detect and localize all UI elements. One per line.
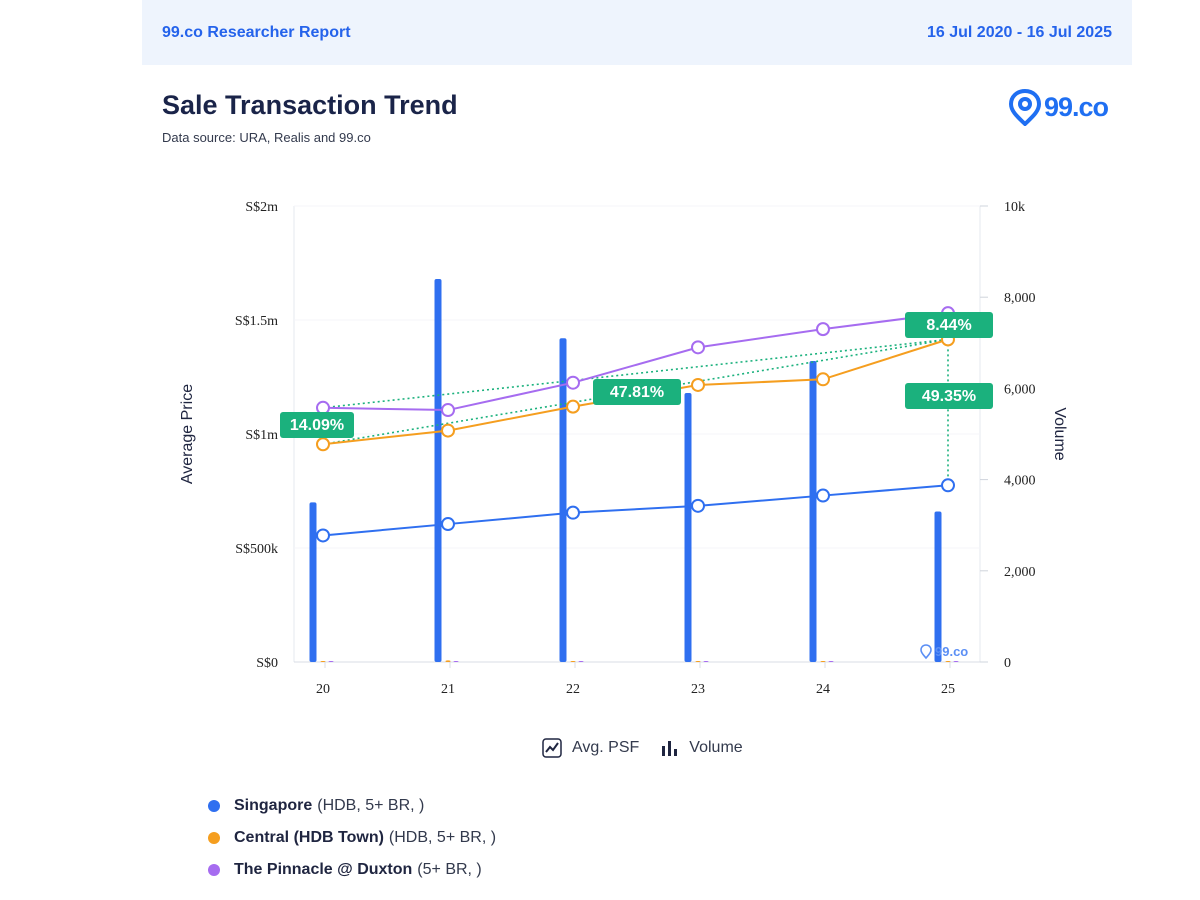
- data-source: Data source: URA, Realis and 99.co: [162, 130, 371, 145]
- percent-badge-label: 47.81%: [610, 384, 664, 401]
- series-detail: (5+ BR, ): [417, 861, 482, 878]
- report-label: 99.co Researcher Report: [162, 23, 351, 41]
- x-tick-label: 25: [941, 682, 955, 697]
- volume-bar: [695, 661, 701, 662]
- y2-tick-label: 0: [1004, 656, 1011, 671]
- series-detail: (HDB, 5+ BR, ): [317, 797, 425, 814]
- data-point: [566, 375, 580, 390]
- data-point: [691, 498, 705, 513]
- volume-bar: [809, 361, 817, 662]
- legend-volume-label: Volume: [689, 739, 743, 756]
- volume-bar: [703, 661, 709, 662]
- y2-tick-label: 6,000: [1004, 382, 1036, 397]
- series-color-dot: [208, 864, 220, 876]
- series-legend-item[interactable]: Singapore (HDB, 5+ BR, ): [208, 790, 496, 822]
- volume-bar: [434, 278, 442, 662]
- percent-badge: [593, 379, 681, 405]
- chart-watermark: 99.co: [920, 644, 968, 660]
- series-legend: Singapore (HDB, 5+ BR, ) Central (HDB To…: [208, 790, 496, 886]
- y2-tick-label: 2,000: [1004, 565, 1036, 580]
- y-tick-label: S$2m: [245, 200, 278, 215]
- volume-bar: [320, 661, 326, 662]
- volume-bar: [445, 660, 451, 662]
- series-line: [322, 484, 949, 537]
- legend-avg-psf-label: Avg. PSF: [572, 739, 640, 756]
- volume-bar: [684, 392, 692, 662]
- data-point: [941, 478, 955, 493]
- y-tick-label: S$1.5m: [235, 314, 278, 329]
- bar-chart-icon: [662, 741, 678, 756]
- x-tick-label: 21: [441, 682, 455, 697]
- volume-bar: [934, 511, 942, 662]
- volume-bar: [945, 661, 951, 662]
- percent-badge: [280, 412, 354, 438]
- series-legend-item[interactable]: Central (HDB Town) (HDB, 5+ BR, ): [208, 822, 496, 854]
- page-title: Sale Transaction Trend: [162, 90, 458, 120]
- chart-legend: Avg. PSF Volume: [542, 738, 743, 758]
- volume-bar: [820, 661, 826, 662]
- percent-badge: [905, 312, 993, 338]
- map-pin-logo-icon: [1008, 88, 1042, 126]
- series-legend-item[interactable]: The Pinnacle @ Duxton (5+ BR, ): [208, 854, 496, 886]
- volume-bar: [828, 661, 834, 662]
- y2-tick-label: 4,000: [1004, 474, 1036, 489]
- legend-volume[interactable]: Volume: [659, 738, 743, 758]
- percent-badge-label: 49.35%: [922, 388, 976, 405]
- volume-bar: [328, 661, 334, 662]
- brand-logo: 99.co: [1008, 88, 1109, 126]
- data-point: [566, 505, 580, 520]
- x-tick-label: 24: [816, 682, 830, 697]
- data-point: [566, 399, 580, 414]
- data-point: [441, 403, 455, 418]
- series-color-dot: [208, 800, 220, 812]
- date-range: 16 Jul 2020 - 16 Jul 2025: [926, 23, 1112, 41]
- line-chart-icon: [542, 738, 562, 758]
- data-point: [691, 377, 705, 392]
- data-point: [816, 372, 830, 387]
- data-point: [816, 322, 830, 337]
- series-line: [322, 312, 949, 412]
- legend-avg-psf[interactable]: Avg. PSF: [542, 738, 639, 758]
- percent-badge-label: 14.09%: [290, 417, 344, 434]
- report-banner: 99.co Researcher Report 16 Jul 2020 - 16…: [142, 0, 1132, 65]
- y-axis-label: Average Price: [179, 384, 196, 484]
- y-tick-label: S$500k: [235, 542, 278, 557]
- data-point: [316, 437, 330, 452]
- y-tick-label: S$0: [256, 656, 278, 671]
- data-point: [316, 400, 330, 415]
- percent-badge: [905, 383, 993, 409]
- watermark-text: 99.co: [935, 644, 968, 659]
- data-point: [441, 517, 455, 532]
- volume-bar: [309, 502, 317, 662]
- data-point: [816, 488, 830, 503]
- y-tick-label: S$1m: [245, 428, 278, 443]
- x-tick-label: 22: [566, 682, 580, 697]
- series-name: Central (HDB Town): [234, 829, 384, 846]
- series-color-dot: [208, 832, 220, 844]
- volume-bar: [559, 338, 567, 662]
- data-point: [691, 340, 705, 355]
- volume-bar: [578, 661, 584, 662]
- watermark-pin-icon: [920, 644, 932, 660]
- y2-tick-label: 8,000: [1004, 291, 1036, 306]
- series-detail: (HDB, 5+ BR, ): [388, 829, 497, 846]
- volume-bar: [570, 661, 576, 662]
- y2-tick-label: 10k: [1004, 200, 1025, 215]
- series-name: Singapore: [234, 797, 313, 814]
- percent-badge-label: 8.44%: [926, 317, 971, 334]
- data-point: [316, 528, 330, 543]
- logo-text: 99.co: [1044, 91, 1109, 122]
- y2-axis-label: Volume: [1051, 407, 1068, 460]
- data-point: [441, 423, 455, 438]
- x-tick-label: 20: [316, 682, 330, 697]
- sale-trend-chart: S$0 S$500k S$1m S$1.5m S$2m 0 2,000 4,000 6,000 8…: [179, 200, 1068, 697]
- series-name: The Pinnacle @ Duxton: [234, 861, 413, 878]
- volume-bar: [453, 661, 459, 662]
- x-tick-label: 23: [691, 682, 705, 697]
- volume-bar: [953, 661, 959, 662]
